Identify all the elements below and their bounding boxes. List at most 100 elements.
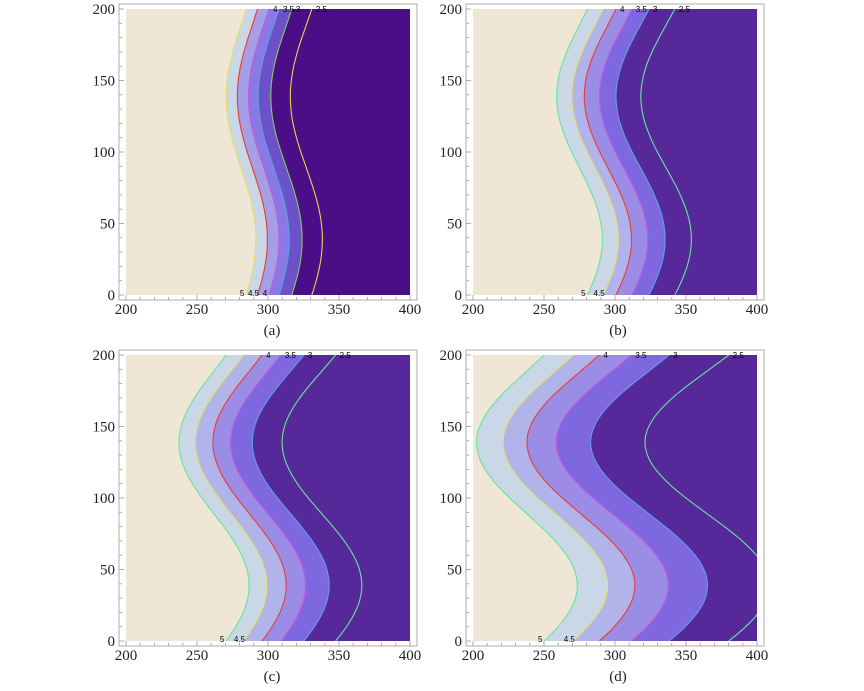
region-fill	[126, 355, 250, 641]
x-tick-label: 400	[399, 302, 422, 318]
y-tick-label: 0	[455, 634, 463, 650]
x-tick-label: 250	[186, 648, 209, 664]
contour-line-5	[556, 9, 603, 295]
contour-label-top: 2.5	[340, 351, 352, 360]
x-tick-label: 400	[746, 302, 769, 318]
panel-caption: (d)	[609, 669, 627, 685]
y-tick-label: 200	[440, 2, 463, 18]
y-tick-label: 50	[447, 217, 462, 233]
x-tick-label: 250	[533, 302, 556, 318]
x-tick-label: 400	[746, 648, 769, 664]
contour-line-3.5	[229, 355, 307, 641]
contour-label-top: 3	[673, 351, 678, 360]
x-tick-label: 250	[186, 302, 209, 318]
x-tick-label: 200	[462, 648, 485, 664]
contour-label-bottom: 4	[263, 289, 268, 298]
contour-line-4	[247, 9, 280, 295]
contour-label-bottom: 4.5	[234, 635, 246, 644]
contour-label-bottom: 4.5	[248, 289, 260, 298]
contour-line-4	[526, 355, 636, 641]
panel-4: 5 4.5 4 3.5 3 2.5 200 250 300 350 400 0 50 100 150 200 (…	[440, 348, 769, 685]
y-tick-label: 200	[93, 2, 116, 18]
y-tick-label: 150	[93, 74, 116, 90]
region-fill	[473, 355, 578, 641]
x-tick-label: 200	[115, 302, 138, 318]
y-tick-label: 0	[455, 288, 463, 304]
contour-line-3.5	[257, 9, 290, 295]
contour-label-top: 2.5	[679, 5, 691, 14]
y-tick-label: 100	[440, 145, 463, 161]
y-tick-label: 150	[440, 74, 463, 90]
contour-line-2.5	[281, 355, 363, 641]
contour-label-top: 4	[603, 351, 608, 360]
contour-label-top: 3	[653, 5, 658, 14]
contour-line-4.5	[194, 355, 268, 641]
contour-label-bottom: 5	[538, 635, 543, 644]
contour-line-3	[270, 9, 303, 295]
region-fill	[473, 9, 603, 295]
contour-label-bottom: 4.5	[594, 289, 606, 298]
panel-3: 5 4.5 4 3.5 3 2.5 200 250 300 350 400 0 50 100 150 200 (…	[93, 348, 422, 685]
contour-label-top: 2.5	[316, 5, 328, 14]
y-tick-label: 50	[100, 563, 115, 579]
panel-caption: (c)	[264, 669, 281, 685]
panel-caption: (a)	[264, 323, 281, 339]
contour-line-3	[251, 355, 330, 641]
contour-label-top: 4	[273, 5, 278, 14]
panel-caption: (b)	[609, 323, 627, 339]
x-tick-label: 200	[115, 648, 138, 664]
contour-line-4.5	[571, 9, 619, 295]
contour-line-2.5	[289, 9, 323, 295]
x-tick-label: 400	[399, 648, 422, 664]
contour-label-top: 4	[620, 5, 625, 14]
x-tick-label: 300	[604, 648, 627, 664]
x-tick-label: 300	[257, 648, 280, 664]
contour-line-3.5	[598, 9, 649, 295]
x-tick-label: 250	[533, 648, 556, 664]
contour-line-5	[178, 355, 250, 641]
panel-2: 5 4.5 4 3.5 3 2.5 200 250 300 350 400 0 50 100 150 200 (…	[440, 2, 769, 339]
x-tick-label: 350	[675, 648, 698, 664]
contour-line-3	[590, 355, 709, 641]
contour-label-bottom: 5	[581, 289, 586, 298]
contour-line-3.5	[555, 355, 669, 641]
y-tick-label: 100	[93, 145, 116, 161]
contour-label-top: 3.5	[285, 351, 297, 360]
y-tick-label: 100	[440, 491, 463, 507]
x-tick-label: 350	[675, 302, 698, 318]
plot-area	[126, 355, 410, 641]
plot-area	[473, 355, 757, 641]
y-tick-label: 150	[93, 420, 116, 436]
y-tick-label: 200	[440, 348, 463, 364]
contour-label-top: 3.5	[283, 5, 295, 14]
contour-label-top: 3	[296, 5, 301, 14]
y-tick-label: 200	[93, 348, 116, 364]
contour-label-top: 3	[308, 351, 313, 360]
plot-area	[126, 9, 410, 295]
x-tick-label: 350	[328, 302, 351, 318]
contour-line-4	[212, 355, 287, 641]
contour-line-4.5	[236, 9, 268, 295]
contour-line-5	[476, 355, 578, 641]
contour-label-top: 3.5	[636, 5, 648, 14]
contour-line-2.5	[644, 355, 757, 641]
contour-line-2.5	[640, 9, 692, 295]
region-fill	[126, 9, 256, 295]
contour-label-bottom: 5	[220, 635, 225, 644]
y-tick-label: 50	[100, 217, 115, 233]
contour-line-3	[615, 9, 666, 295]
plot-area	[473, 9, 757, 295]
contour-label-top: 2.5	[733, 351, 745, 360]
x-tick-label: 200	[462, 302, 485, 318]
y-tick-label: 50	[447, 563, 462, 579]
contour-label-bottom: 5	[240, 289, 245, 298]
contour-line-4	[583, 9, 633, 295]
x-tick-label: 300	[604, 302, 627, 318]
contour-line-4.5	[502, 355, 609, 641]
y-tick-label: 0	[108, 634, 116, 650]
contour-line-5	[225, 9, 257, 295]
contour-label-top: 3.5	[635, 351, 647, 360]
y-tick-label: 150	[440, 420, 463, 436]
